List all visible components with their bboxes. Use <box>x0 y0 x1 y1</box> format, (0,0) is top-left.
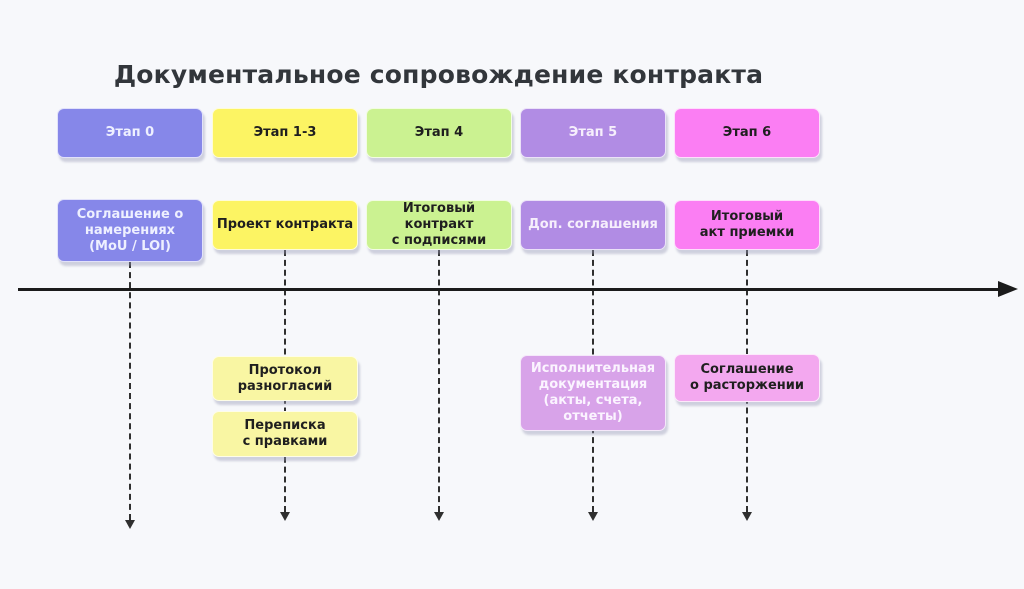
doc-box-correspondence: Переписка с правками <box>212 411 358 457</box>
arrow-down-icon <box>742 512 752 521</box>
arrow-down-icon <box>588 512 598 521</box>
arrow-down-icon <box>125 520 135 529</box>
stage-box-etap-4: Этап 4 <box>366 108 512 158</box>
stage-box-etap-6: Этап 6 <box>674 108 820 158</box>
arrow-down-icon <box>434 512 444 521</box>
doc-box-contract-draft: Проект контракта <box>212 200 358 250</box>
doc-box-disagreement-protocol: Протокол разногласий <box>212 356 358 401</box>
stage-box-etap-0: Этап 0 <box>57 108 203 158</box>
diagram-title: Документальное сопровождение контракта <box>113 60 764 89</box>
doc-box-termination-agreement: Соглашение о расторжении <box>674 354 820 402</box>
timeline-connector-0 <box>125 262 135 529</box>
doc-box-acceptance-act: Итоговый акт приемки <box>674 200 820 250</box>
stage-box-etap-5: Этап 5 <box>520 108 666 158</box>
stage-box-etap-1-3: Этап 1-3 <box>212 108 358 158</box>
doc-box-addendums: Доп. соглашения <box>520 200 666 250</box>
arrow-right-icon <box>998 281 1018 297</box>
arrow-down-icon <box>280 512 290 521</box>
doc-box-executive-documentation: Исполнительная документация (акты, счета… <box>520 355 666 431</box>
doc-box-final-contract: Итоговый контракт с подписями <box>366 200 512 250</box>
timeline-axis <box>18 288 1000 291</box>
doc-box-mou-loi: Соглашение о намерениях (MoU / LOI) <box>57 199 203 262</box>
timeline-connector-2 <box>434 250 444 521</box>
